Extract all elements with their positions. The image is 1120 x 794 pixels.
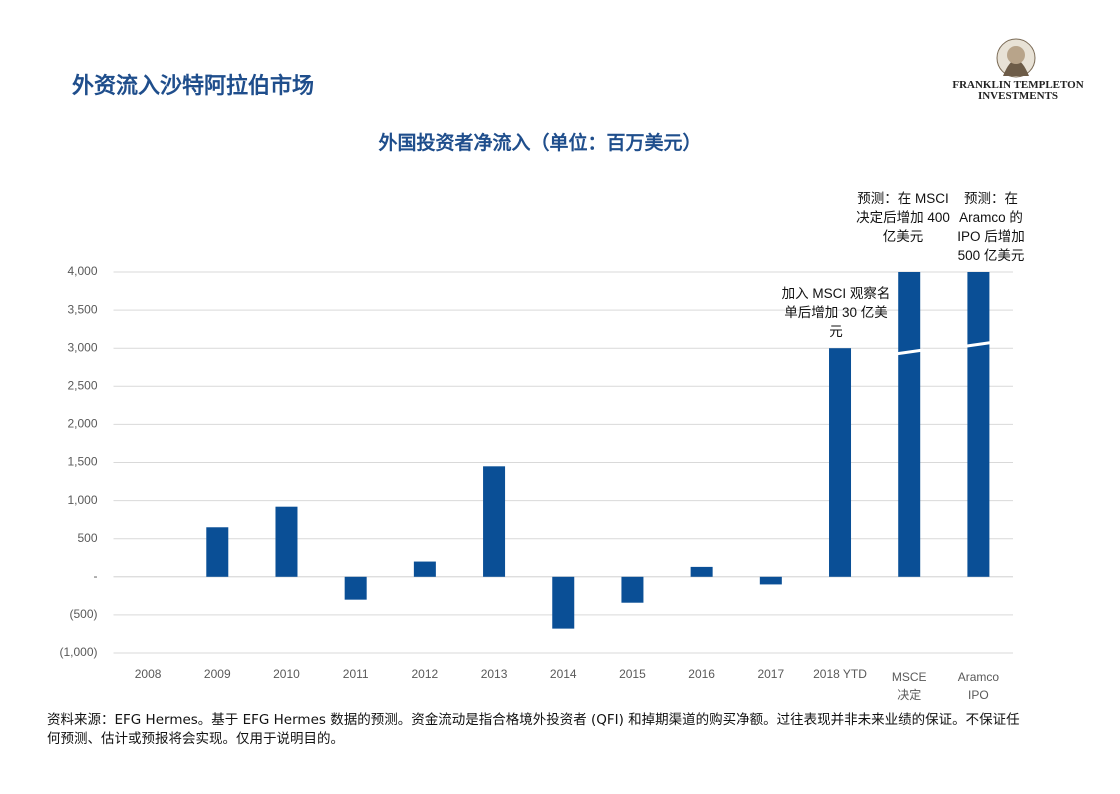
chart-title: 外国投资者净流入（单位：百万美元）: [378, 132, 702, 154]
bar: [829, 348, 852, 577]
logo-text: INVESTMENTS: [977, 90, 1059, 102]
y-tick-label: 1,000: [67, 493, 97, 507]
axis-break: [894, 348, 924, 356]
bar: [621, 576, 644, 603]
footnote: 资料来源：EFG Hermes。基于 EFG Hermes 数据的预测。资金流动…: [47, 712, 1020, 747]
y-tick-label: -: [94, 569, 98, 583]
bar: [413, 561, 436, 577]
x-tick-label: 2010: [273, 667, 300, 681]
bar: [206, 527, 229, 577]
logo-mark: [996, 38, 1036, 78]
x-tick-label: 2008: [134, 667, 162, 681]
y-tick-label: 3,500: [67, 302, 97, 316]
bar: [552, 576, 575, 629]
y-tick-label: (1,000): [59, 645, 97, 659]
y-tick-label: 2,500: [67, 378, 97, 392]
y-tick-label: 2,000: [67, 417, 97, 431]
bar: [483, 466, 506, 577]
x-tick-label: 2018 YTD: [813, 667, 867, 681]
annotation: 预测：在 Aramco 的 IPO 后增加 500 亿美元: [957, 191, 1025, 263]
annotation: 预测：在 MSCI 决定后增加 400 亿美元: [856, 191, 950, 244]
x-tick-label: 2015: [619, 667, 646, 681]
annotation: 加入 MSCI 观察名单后增加 30 亿美元: [781, 286, 891, 339]
y-tick-label: 1,500: [67, 455, 97, 469]
x-tick-label: Aramco IPO: [957, 670, 1000, 702]
x-tick-label: 2009: [203, 667, 231, 681]
x-tick-label: 2012: [411, 667, 439, 681]
bar: [275, 506, 298, 577]
logo: FRANKLIN TEMPLETON INVESTMENTS: [948, 80, 1088, 102]
bar: [344, 576, 367, 600]
bar: [967, 272, 990, 577]
y-tick-label: 4,000: [67, 264, 97, 278]
y-tick-label: 3,000: [67, 340, 97, 354]
y-tick-label: 500: [77, 531, 97, 545]
x-tick-label: 2011: [342, 667, 369, 681]
page-title: 外资流入沙特阿拉伯市场: [72, 74, 315, 99]
x-tick-label: 2017: [757, 667, 785, 681]
logo-text: FRANKLIN TEMPLETON: [952, 79, 1084, 91]
x-tick-label: MSCE 决定: [891, 670, 927, 702]
x-tick-label: 2013: [480, 667, 508, 681]
x-tick-label: 2016: [688, 667, 715, 681]
bar: [759, 576, 782, 585]
bar: [690, 566, 713, 577]
bar: [898, 272, 921, 577]
axis-break: [964, 340, 993, 348]
x-tick-label: 2014: [549, 667, 577, 681]
y-tick-label: (500): [69, 607, 97, 621]
